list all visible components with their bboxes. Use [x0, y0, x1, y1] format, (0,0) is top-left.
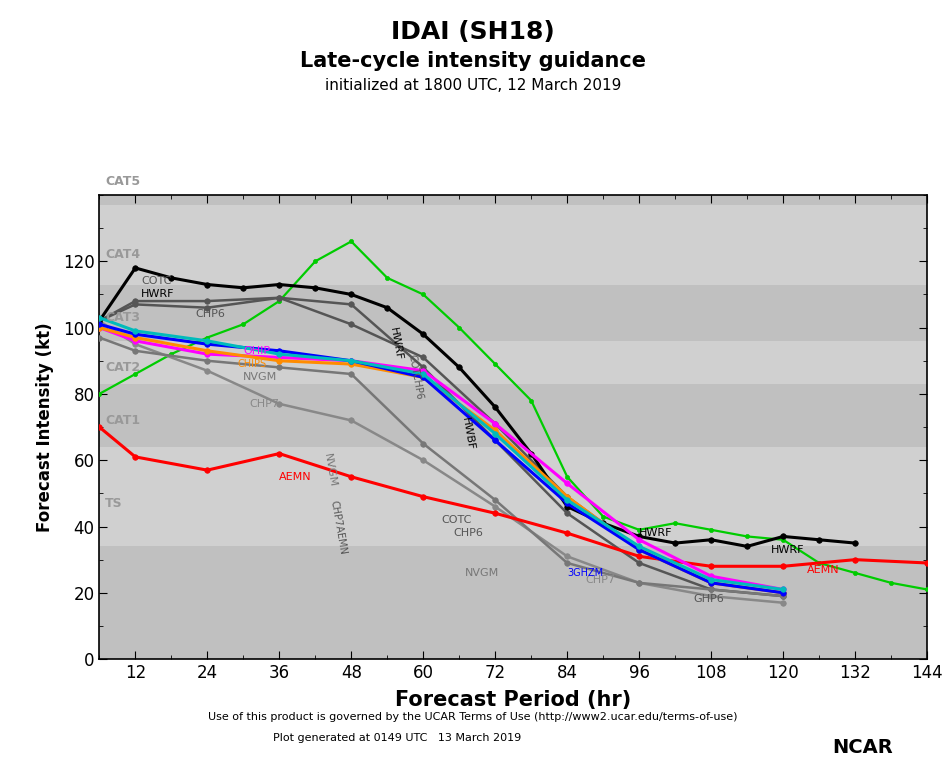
Bar — [99, 285, 927, 341]
Text: Late-cycle intensity guidance: Late-cycle intensity guidance — [300, 51, 646, 71]
Text: CAT2: CAT2 — [105, 361, 140, 374]
Text: TS: TS — [105, 497, 123, 510]
Text: CHP7AEMN: CHP7AEMN — [328, 499, 348, 555]
Bar — [99, 205, 927, 285]
Text: NVGM: NVGM — [465, 568, 499, 578]
Text: CAT5: CAT5 — [105, 176, 140, 188]
Bar — [99, 546, 927, 659]
Text: NCAR: NCAR — [832, 738, 893, 757]
Bar — [99, 447, 927, 546]
Text: HWRF: HWRF — [771, 544, 805, 555]
Text: initialized at 1800 UTC, 12 March 2019: initialized at 1800 UTC, 12 March 2019 — [324, 78, 622, 93]
Text: CAT1: CAT1 — [105, 414, 140, 427]
Text: NVGM: NVGM — [323, 452, 338, 488]
Text: NVGM: NVGM — [243, 372, 277, 382]
Bar — [99, 341, 927, 384]
Text: Plot generated at 0149 UTC   13 March 2019: Plot generated at 0149 UTC 13 March 2019 — [273, 732, 521, 743]
Text: CAT3: CAT3 — [105, 311, 140, 324]
Bar — [99, 145, 927, 205]
Text: GHP6: GHP6 — [693, 594, 724, 604]
Text: HWBF: HWBF — [461, 417, 476, 451]
Y-axis label: Forecast Intensity (kt): Forecast Intensity (kt) — [36, 322, 54, 532]
Text: OHIP: OHIP — [243, 346, 271, 356]
Text: CHP6: CHP6 — [453, 528, 483, 538]
Text: Use of this product is governed by the UCAR Terms of Use (http://www2.ucar.edu/t: Use of this product is governed by the U… — [208, 711, 738, 722]
Text: CAT4: CAT4 — [105, 248, 140, 261]
Text: AEMN: AEMN — [807, 565, 840, 575]
Text: HWRF: HWRF — [141, 289, 175, 300]
X-axis label: Forecast Period (hr): Forecast Period (hr) — [395, 690, 631, 711]
Text: COTCHP6: COTCHP6 — [407, 353, 424, 400]
Text: HWRF: HWRF — [388, 327, 404, 361]
Bar — [99, 384, 927, 447]
Text: COTC: COTC — [141, 276, 171, 286]
Text: AEMN: AEMN — [279, 472, 312, 482]
Text: CHIPS: CHIPS — [237, 359, 267, 369]
Text: COTC: COTC — [441, 515, 472, 525]
Text: IDAI (SH18): IDAI (SH18) — [391, 20, 555, 44]
Text: CHP7: CHP7 — [586, 575, 615, 584]
Text: CHP7: CHP7 — [250, 399, 279, 409]
Text: HWRF: HWRF — [639, 528, 673, 538]
Text: CHP6: CHP6 — [195, 310, 225, 319]
Text: 3GHZM: 3GHZM — [568, 568, 604, 578]
